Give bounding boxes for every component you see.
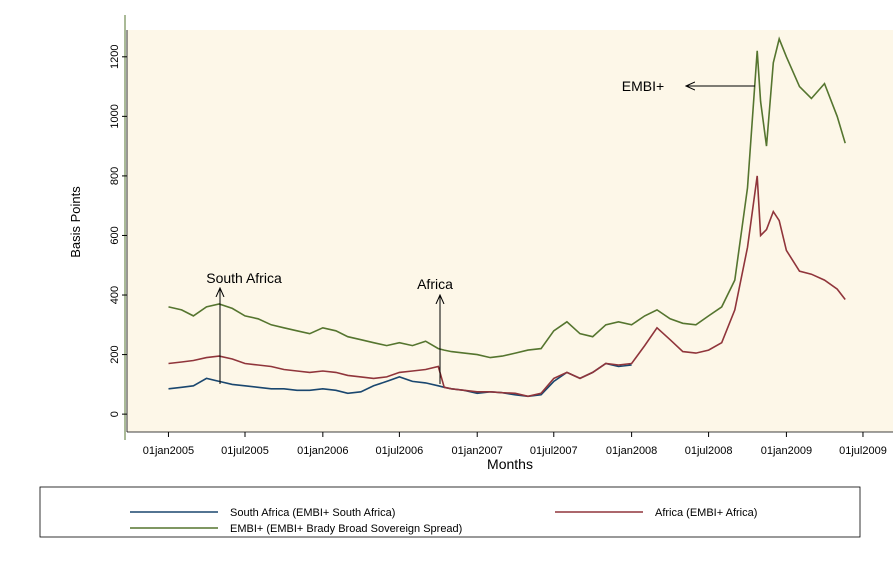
legend-label: EMBI+ (EMBI+ Brady Broad Sovereign Sprea… [230, 523, 462, 535]
annotation: EMBI+ [622, 78, 664, 94]
y-tick-label: 1000 [109, 104, 121, 128]
x-tick-label: 01jan2008 [606, 445, 657, 457]
x-tick-label: 01jan2007 [452, 445, 503, 457]
y-tick-label: 400 [109, 286, 121, 304]
y-tick-label: 600 [109, 226, 121, 244]
x-tick-label: 01jul2005 [221, 445, 269, 457]
legend-label: South Africa (EMBI+ South Africa) [230, 507, 395, 519]
x-tick-label: 01jul2009 [839, 445, 887, 457]
x-tick-label: 01jul2006 [376, 445, 424, 457]
y-tick-label: 800 [109, 167, 121, 185]
series-line [168, 175, 846, 398]
legend-label: Africa (EMBI+ Africa) [655, 507, 757, 519]
x-tick-label: 01jan2005 [143, 445, 194, 457]
x-tick-label: 01jan2006 [297, 445, 348, 457]
x-tick-label: 01jul2008 [685, 445, 733, 457]
annotation: South Africa [206, 270, 282, 286]
x-tick-label: 01jan2009 [761, 445, 812, 457]
series-line [168, 362, 632, 398]
series-line [168, 36, 846, 359]
x-tick-label: 01jul2007 [530, 445, 578, 457]
y-tick-label: 0 [109, 411, 121, 417]
y-tick-label: 1200 [109, 45, 121, 69]
annotation: Africa [417, 276, 453, 292]
x-axis-title: Months [487, 456, 533, 472]
y-axis-title: Basis Points [68, 186, 83, 258]
y-tick-label: 200 [109, 345, 121, 363]
plot-area [127, 30, 893, 432]
